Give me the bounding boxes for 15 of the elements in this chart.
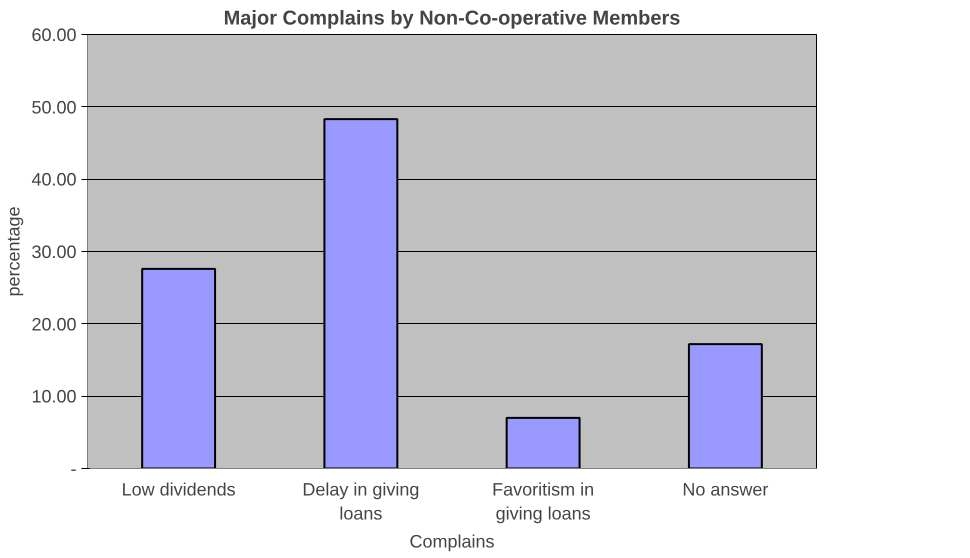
- x-tick-label: No answer: [682, 480, 768, 500]
- y-tick-label: -: [70, 459, 77, 479]
- x-tick-label: Favoritism in giving loans: [492, 480, 594, 524]
- chart-title: Major Complains by Non-Co-operative Members: [224, 8, 680, 30]
- y-axis-title: percentage: [3, 206, 24, 297]
- y-tick-label: 30.00: [31, 242, 77, 262]
- bar: [506, 416, 581, 468]
- x-tick-label: Delay in giving loans: [302, 480, 420, 524]
- y-tick-label: 50.00: [31, 97, 77, 118]
- x-axis-title: Complains: [409, 532, 495, 552]
- y-tick-label: 20.00: [31, 314, 77, 334]
- x-tick-label: Low dividends: [122, 480, 236, 500]
- y-tick-label: 40.00: [31, 170, 77, 190]
- y-tick-label: 10.00: [31, 386, 77, 407]
- y-tick-label: 60.00: [31, 25, 77, 45]
